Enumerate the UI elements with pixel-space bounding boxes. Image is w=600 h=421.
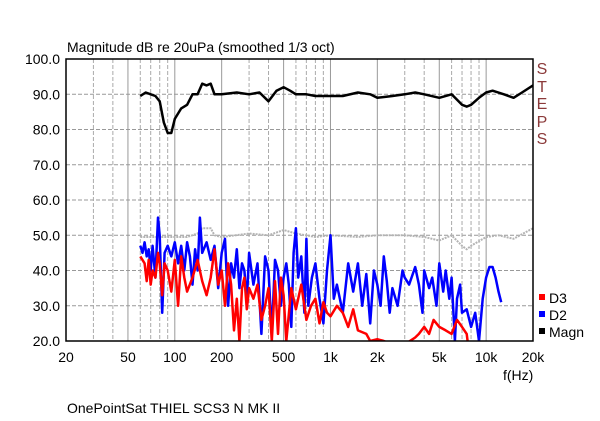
y-tick-label: 20.0	[33, 333, 60, 349]
y-tick-label: 50.0	[33, 227, 60, 243]
x-tick-label: 10k	[475, 349, 499, 365]
x-tick-label: 200	[210, 349, 234, 365]
grid	[66, 59, 533, 341]
legend-label-d3: D3	[549, 290, 567, 306]
steps-label: STEPS	[536, 61, 548, 148]
legend-swatch-d3	[539, 294, 545, 300]
x-tick-label: 5k	[432, 349, 448, 365]
y-tick-label: 80.0	[33, 122, 60, 138]
y-tick-label: 40.0	[33, 263, 60, 279]
legend-swatch-magn	[539, 328, 545, 334]
x-tick-label: 50	[120, 349, 136, 365]
x-tick-label: 2k	[370, 349, 386, 365]
series-line-d3	[139, 248, 469, 341]
y-tick-label: 70.0	[33, 157, 60, 173]
plot-frame	[65, 58, 534, 342]
footer-label: OnePointSat THIEL SCS3 N MK II	[67, 400, 280, 416]
series-group	[139, 82, 533, 341]
y-tick-label: 100.0	[25, 51, 60, 67]
y-tick-label: 30.0	[33, 298, 60, 314]
y-tick-labels: 20.0 30.0 40.0 50.0 60.0 70.0 80.0 90.0 100.0	[25, 51, 60, 349]
x-tick-labels: 20 50 100 200 500 1k 2k 5k 10k 20k	[58, 349, 545, 365]
x-axis-label: f(Hz)	[503, 367, 533, 383]
y-tick-label: 60.0	[33, 192, 60, 208]
legend-label-d2: D2	[549, 307, 567, 323]
series-line-d2	[139, 216, 503, 341]
x-tick-label: 20	[58, 349, 74, 365]
y-tick-label: 90.0	[33, 86, 60, 102]
x-tick-label: 1k	[323, 349, 339, 365]
x-tick-label: 100	[163, 349, 187, 365]
series-line-magn	[139, 82, 533, 135]
chart-title: Magnitude dB re 20uPa (smoothed 1/3 oct)	[67, 39, 335, 55]
x-tick-label: 500	[272, 349, 296, 365]
x-tick-label: 20k	[522, 349, 546, 365]
legend-label-magn: Magn	[549, 324, 584, 340]
legend-swatch-d2	[539, 311, 545, 317]
